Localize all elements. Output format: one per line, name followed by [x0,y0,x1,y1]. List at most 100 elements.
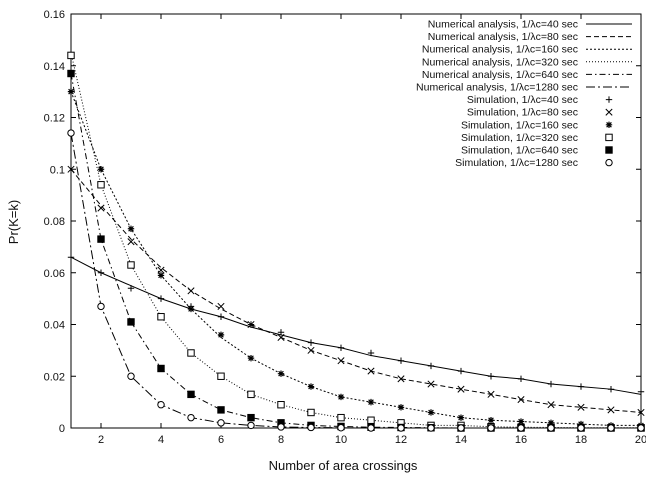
legend-label: Numerical analysis, 1/λc=320 sec [422,56,578,68]
legend-label: Numerical analysis, 1/λc=1280 sec [416,82,578,94]
series-line-5 [70,132,641,429]
data-point-square-filled [605,146,613,154]
data-point-cross [637,408,645,417]
x-tick-label: 20 [635,434,646,446]
data-point-square-filled [127,318,135,326]
y-tick-label: 0.08 [44,216,65,228]
data-point-plus [457,367,465,375]
legend-label: Numerical analysis, 1/λc=80 sec [428,31,578,43]
legend-label: Simulation, 1/λc=160 sec [461,119,578,131]
data-point-cross [217,302,225,310]
data-point-square-open [217,372,225,380]
legend-label: Numerical analysis, 1/λc=160 sec [422,44,578,56]
data-point-asterisk [605,121,613,128]
data-point-plus [577,383,585,390]
x-axis: 2 4 6 8 10 12 14 16 18 20 [98,14,646,446]
data-point-asterisk [277,370,285,377]
data-point-plus [547,380,555,388]
data-point-square-open [605,133,613,142]
data-point-square-filled [67,69,75,78]
legend-label: Simulation, 1/λc=80 sec [467,107,578,119]
data-point-circle-open [397,424,405,432]
data-point-asterisk [487,417,495,424]
data-point-circle-open [605,158,613,167]
data-point-cross [547,401,555,409]
data-point-circle-open [517,424,525,432]
data-point-plus [605,96,613,103]
data-point-asterisk [127,225,135,232]
data-point-plus [637,388,645,395]
data-point-circle-open [427,424,435,432]
series-markers-11 [67,129,645,432]
data-point-plus [277,329,285,336]
legend-label: Simulation, 1/λc=640 sec [461,145,578,157]
data-point-plus [367,349,375,357]
data-point-asterisk [337,393,345,401]
series-line-0 [70,256,642,395]
data-point-cross [97,204,105,212]
x-tick-label: 6 [218,434,224,446]
x-tick-label: 14 [455,434,467,446]
x-axis-label: Number of area crossings [269,458,418,473]
data-point-plus [157,295,165,302]
series-line [70,256,642,395]
legend-entry: Simulation, 1/λc=80 sec [467,107,613,119]
legend-entry: Simulation, 1/λc=40 sec [467,94,613,106]
data-point-circle-open [337,424,345,432]
data-point-square-open [307,408,315,417]
data-point-circle-open [307,423,315,432]
data-point-asterisk [547,419,555,427]
data-point-square-open [367,416,375,424]
data-point-plus [397,357,405,364]
y-tick-label: 0.14 [44,61,65,73]
data-point-square-open [67,51,75,60]
data-point-square-filled [247,413,255,422]
data-point-asterisk [97,166,105,173]
data-point-cross [397,375,405,383]
data-point-cross [187,287,195,295]
series-group [67,51,645,432]
data-point-circle-open [277,423,285,431]
data-point-cross [427,380,435,388]
data-point-cross [457,385,465,393]
series-line [70,168,642,413]
data-point-plus [427,362,435,370]
legend-label: Simulation, 1/λc=1280 sec [455,157,578,169]
data-point-circle-open [97,302,105,311]
series-line [70,91,641,426]
legend-entry: Numerical analysis, 1/λc=320 sec [422,56,632,68]
data-point-square-filled [187,390,195,399]
data-point-square-open [97,181,105,189]
data-point-cross [307,346,315,354]
legend-entry: Simulation, 1/λc=160 sec [461,119,613,131]
data-point-circle-open [637,424,645,432]
legend-label: Simulation, 1/λc=320 sec [461,132,578,144]
data-point-circle-open [487,424,495,432]
data-point-cross [67,165,75,173]
data-point-cross [607,406,615,414]
legend-entry: Numerical analysis, 1/λc=640 sec [422,69,632,81]
data-point-square-open [337,413,345,422]
data-point-cross [605,108,613,116]
legend-entry: Numerical analysis, 1/λc=1280 sec [416,82,632,94]
y-tick-label: 0.04 [44,320,65,332]
y-tick-label: 0.12 [44,113,65,125]
data-point-asterisk [217,331,225,339]
legend-entry: Simulation, 1/λc=1280 sec [455,157,613,169]
series-markers-6 [67,254,645,395]
data-point-asterisk [247,354,255,362]
data-point-circle-open [67,129,75,137]
data-point-circle-open [247,421,255,430]
y-tick-label: 0 [59,423,65,435]
legend-label: Numerical analysis, 1/λc=40 sec [428,19,578,31]
y-tick-label: 0.02 [44,371,65,383]
legend-label: Simulation, 1/λc=40 sec [467,94,578,106]
legend-entry: Simulation, 1/λc=640 sec [461,145,613,157]
data-point-plus [307,339,315,346]
data-point-square-open [187,349,195,357]
series-line [70,132,641,429]
x-tick-label: 10 [335,434,347,446]
y-tick-label: 0.06 [44,268,65,280]
legend-label: Numerical analysis, 1/λc=640 sec [422,69,578,81]
